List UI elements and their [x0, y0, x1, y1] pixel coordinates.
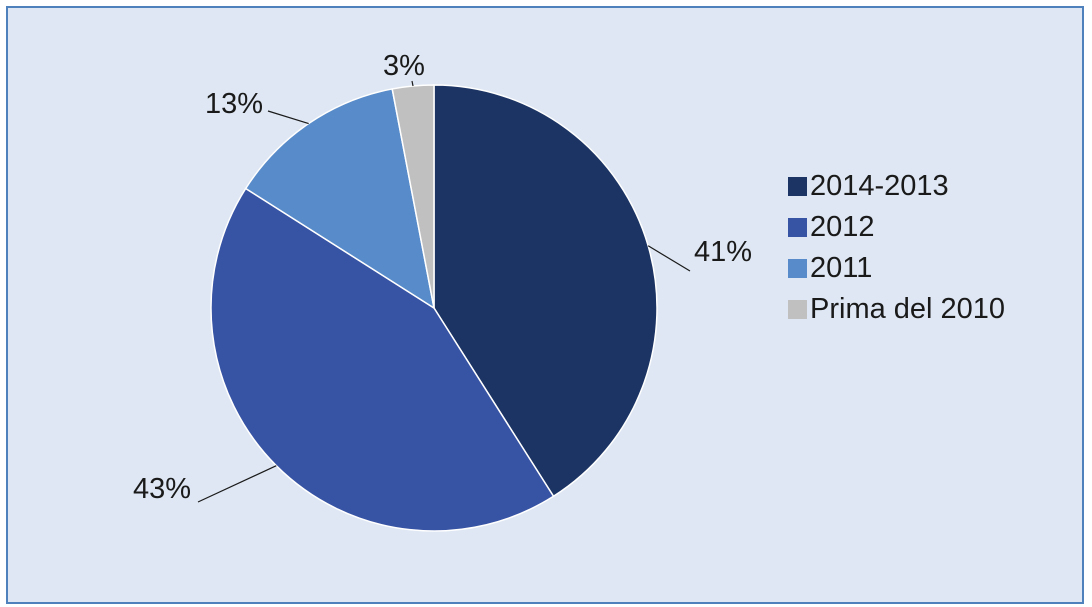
data-label-2014-2013: 41% [694, 236, 752, 268]
legend-item-2012: 2012 [788, 207, 1005, 248]
legend-swatch [788, 218, 807, 237]
legend-label: Prima del 2010 [810, 293, 1006, 325]
legend-swatch [788, 300, 807, 319]
chart-area: 41% 43% 13% 3% 2014-2013 2012 2011 Prima del 2… [6, 6, 1084, 604]
legend-label: 2014-2013 [810, 170, 949, 202]
leader-line-2011 [267, 110, 309, 125]
leader-line-2012 [197, 465, 277, 503]
pie-chart: 41% 43% 13% 3% [133, 50, 752, 532]
leader-line-prima-del-2010 [411, 80, 414, 87]
legend: 2014-2013 2012 2011 Prima del 2010 [788, 166, 1005, 330]
legend-item-2011: 2011 [788, 248, 1005, 289]
pie-slice-2012 [210, 187, 555, 532]
legend-label: 2011 [810, 252, 873, 284]
legend-swatch [788, 177, 807, 196]
legend-swatch [788, 259, 807, 278]
leader-line-2014-2013 [647, 245, 691, 272]
data-label-prima-del-2010: 3% [383, 50, 425, 82]
legend-item-prima-del-2010: Prima del 2010 [788, 289, 1005, 330]
pie-slice-2014-2013 [433, 84, 658, 498]
legend-label: 2012 [810, 211, 875, 243]
pie-slice-2011 [244, 88, 436, 310]
data-label-2012: 43% [133, 473, 191, 505]
data-label-2011: 13% [205, 88, 263, 120]
legend-item-2014-2013: 2014-2013 [788, 166, 1005, 207]
